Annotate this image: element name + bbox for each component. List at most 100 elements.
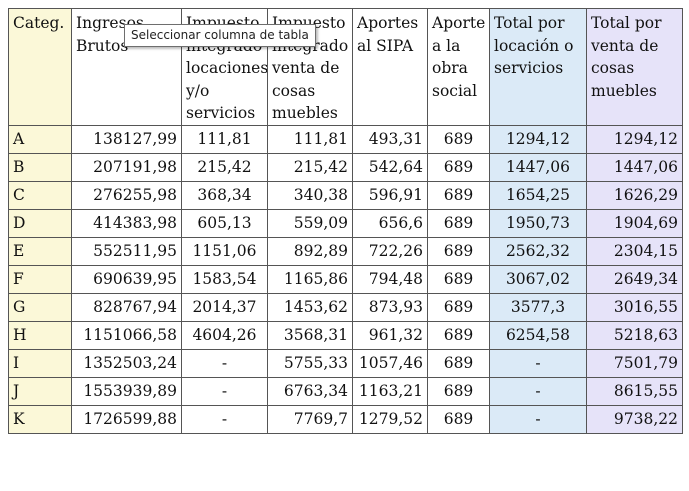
cell-categoria[interactable]: C: [8, 180, 72, 210]
cell-total-venta[interactable]: 7501,79: [586, 348, 683, 378]
cell-total-venta[interactable]: 1626,29: [586, 180, 683, 210]
cell-aportes-sipa[interactable]: 873,93: [352, 292, 428, 322]
cell-impuesto-venta[interactable]: 6763,34: [267, 376, 353, 406]
cell-total-venta[interactable]: 2304,15: [586, 236, 683, 266]
cell-categoria[interactable]: H: [8, 320, 72, 350]
cell-ingresos-brutos[interactable]: 1726599,88: [71, 404, 182, 434]
cell-aportes-sipa[interactable]: 1163,21: [352, 376, 428, 406]
cell-impuesto-venta[interactable]: 7769,7: [267, 404, 353, 434]
cell-obra-social[interactable]: 689: [427, 124, 490, 154]
cell-impuesto-venta[interactable]: 215,42: [267, 152, 353, 182]
cell-aportes-sipa[interactable]: 1057,46: [352, 348, 428, 378]
cell-total-venta[interactable]: 2649,34: [586, 264, 683, 294]
cell-impuesto-locaciones[interactable]: 1151,06: [181, 236, 268, 266]
cell-obra-social[interactable]: 689: [427, 320, 490, 350]
cell-total-venta[interactable]: 3016,55: [586, 292, 683, 322]
cell-aportes-sipa[interactable]: 794,48: [352, 264, 428, 294]
cell-impuesto-locaciones[interactable]: -: [181, 348, 268, 378]
cell-total-venta[interactable]: 8615,55: [586, 376, 683, 406]
cell-impuesto-locaciones[interactable]: 1583,54: [181, 264, 268, 294]
cell-categoria[interactable]: J: [8, 376, 72, 406]
cell-ingresos-brutos[interactable]: 1553939,89: [71, 376, 182, 406]
cell-obra-social[interactable]: 689: [427, 376, 490, 406]
cell-impuesto-venta[interactable]: 3568,31: [267, 320, 353, 350]
table-row: G 828767,94 2014,37 1453,62 873,93 689 3577,3 3…: [8, 292, 683, 322]
cell-obra-social[interactable]: 689: [427, 208, 490, 238]
cell-total-locacion[interactable]: 1950,73: [489, 208, 587, 238]
cell-total-venta[interactable]: 1447,06: [586, 152, 683, 182]
cell-total-locacion[interactable]: 6254,58: [489, 320, 587, 350]
cell-ingresos-brutos[interactable]: 552511,95: [71, 236, 182, 266]
cell-aportes-sipa[interactable]: 1279,52: [352, 404, 428, 434]
header-aportes-sipa[interactable]: Aportes al SIPA: [352, 8, 428, 126]
cell-categoria[interactable]: B: [8, 152, 72, 182]
table-row: D 414383,98 605,13 559,09 656,6 689 1950,73 190…: [8, 208, 683, 238]
cell-impuesto-locaciones[interactable]: 4604,26: [181, 320, 268, 350]
cell-obra-social[interactable]: 689: [427, 264, 490, 294]
cell-categoria[interactable]: G: [8, 292, 72, 322]
cell-impuesto-locaciones[interactable]: 368,34: [181, 180, 268, 210]
fees-table: Categ. Ingresos Brutos Impuesto integrad…: [8, 8, 683, 434]
cell-ingresos-brutos[interactable]: 690639,95: [71, 264, 182, 294]
cell-aportes-sipa[interactable]: 596,91: [352, 180, 428, 210]
cell-impuesto-locaciones[interactable]: -: [181, 404, 268, 434]
cell-impuesto-locaciones[interactable]: 2014,37: [181, 292, 268, 322]
cell-ingresos-brutos[interactable]: 207191,98: [71, 152, 182, 182]
cell-total-locacion[interactable]: 1294,12: [489, 124, 587, 154]
cell-total-venta[interactable]: 1294,12: [586, 124, 683, 154]
header-total-locacion[interactable]: Total por locación o servicios: [489, 8, 587, 126]
cell-aportes-sipa[interactable]: 493,31: [352, 124, 428, 154]
cell-obra-social[interactable]: 689: [427, 152, 490, 182]
cell-obra-social[interactable]: 689: [427, 292, 490, 322]
cell-categoria[interactable]: E: [8, 236, 72, 266]
cell-ingresos-brutos[interactable]: 1352503,24: [71, 348, 182, 378]
cell-total-locacion[interactable]: 3577,3: [489, 292, 587, 322]
cell-obra-social[interactable]: 689: [427, 404, 490, 434]
cell-total-locacion[interactable]: 3067,02: [489, 264, 587, 294]
cell-obra-social[interactable]: 689: [427, 180, 490, 210]
cell-categoria[interactable]: I: [8, 348, 72, 378]
table-row: E 552511,95 1151,06 892,89 722,26 689 2562,32 2…: [8, 236, 683, 266]
cell-impuesto-venta[interactable]: 1165,86: [267, 264, 353, 294]
header-obra-social[interactable]: Aporte a la obra social: [427, 8, 490, 126]
table-row: F 690639,95 1583,54 1165,86 794,48 689 3067,02…: [8, 264, 683, 294]
header-categoria[interactable]: Categ.: [8, 8, 72, 126]
cell-total-venta[interactable]: 9738,22: [586, 404, 683, 434]
cell-ingresos-brutos[interactable]: 414383,98: [71, 208, 182, 238]
cell-total-venta[interactable]: 1904,69: [586, 208, 683, 238]
cell-aportes-sipa[interactable]: 656,6: [352, 208, 428, 238]
cell-ingresos-brutos[interactable]: 1151066,58: [71, 320, 182, 350]
cell-impuesto-venta[interactable]: 5755,33: [267, 348, 353, 378]
cell-impuesto-venta[interactable]: 892,89: [267, 236, 353, 266]
cell-total-venta[interactable]: 5218,63: [586, 320, 683, 350]
table-row: H 1151066,58 4604,26 3568,31 961,32 689 6254,5…: [8, 320, 683, 350]
cell-impuesto-venta[interactable]: 111,81: [267, 124, 353, 154]
cell-total-locacion[interactable]: -: [489, 348, 587, 378]
cell-ingresos-brutos[interactable]: 138127,99: [71, 124, 182, 154]
cell-impuesto-locaciones[interactable]: 605,13: [181, 208, 268, 238]
cell-categoria[interactable]: A: [8, 124, 72, 154]
cell-categoria[interactable]: F: [8, 264, 72, 294]
cell-obra-social[interactable]: 689: [427, 236, 490, 266]
cell-impuesto-venta[interactable]: 559,09: [267, 208, 353, 238]
cell-ingresos-brutos[interactable]: 276255,98: [71, 180, 182, 210]
table-row: B 207191,98 215,42 215,42 542,64 689 1447,06 14…: [8, 152, 683, 182]
cell-aportes-sipa[interactable]: 542,64: [352, 152, 428, 182]
cell-aportes-sipa[interactable]: 722,26: [352, 236, 428, 266]
cell-total-locacion[interactable]: 1654,25: [489, 180, 587, 210]
cell-total-locacion[interactable]: 1447,06: [489, 152, 587, 182]
cell-categoria[interactable]: D: [8, 208, 72, 238]
cell-total-locacion[interactable]: -: [489, 376, 587, 406]
header-total-venta[interactable]: Total por venta de cosas muebles: [586, 8, 683, 126]
cell-aportes-sipa[interactable]: 961,32: [352, 320, 428, 350]
cell-impuesto-locaciones[interactable]: 215,42: [181, 152, 268, 182]
cell-impuesto-venta[interactable]: 1453,62: [267, 292, 353, 322]
cell-impuesto-locaciones[interactable]: -: [181, 376, 268, 406]
cell-total-locacion[interactable]: 2562,32: [489, 236, 587, 266]
cell-impuesto-locaciones[interactable]: 111,81: [181, 124, 268, 154]
cell-obra-social[interactable]: 689: [427, 348, 490, 378]
cell-impuesto-venta[interactable]: 340,38: [267, 180, 353, 210]
cell-categoria[interactable]: K: [8, 404, 72, 434]
cell-ingresos-brutos[interactable]: 828767,94: [71, 292, 182, 322]
cell-total-locacion[interactable]: -: [489, 404, 587, 434]
